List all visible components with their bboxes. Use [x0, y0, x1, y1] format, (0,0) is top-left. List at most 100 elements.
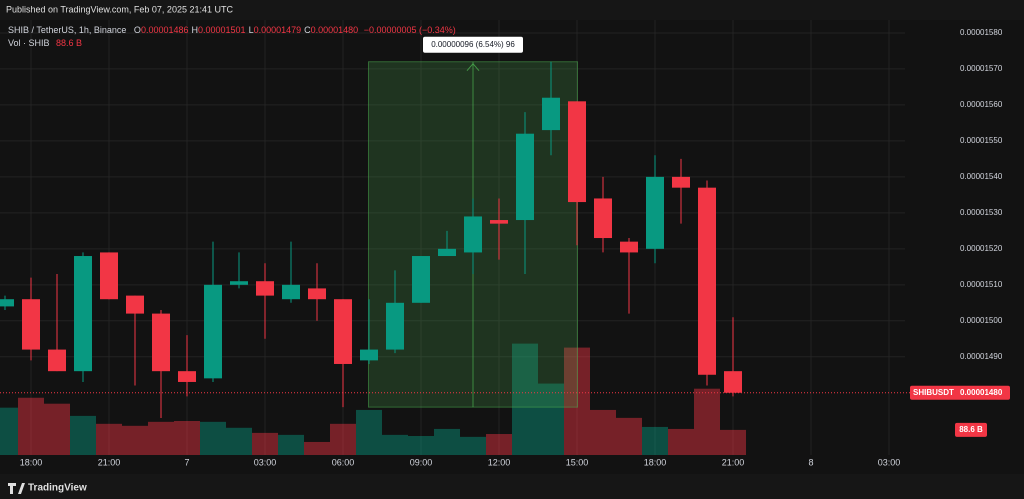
volume-bars	[0, 343, 746, 455]
volume-name: Vol · SHIB	[8, 38, 50, 48]
volume-bar	[252, 432, 278, 455]
candle-body	[464, 216, 482, 253]
volume-legend: Vol · SHIB 88.6 B	[8, 38, 82, 48]
candle-body	[386, 302, 404, 350]
volume-bar	[408, 436, 434, 455]
volume-bar	[96, 423, 122, 455]
volume-bar	[512, 343, 538, 455]
y-tick-label: 0.00001520	[960, 244, 1003, 253]
volume-bar	[330, 423, 356, 455]
ohlc-key: L	[249, 25, 254, 35]
ohlc-value: 0.00001486	[141, 25, 189, 35]
volume-tag-bg	[955, 422, 987, 437]
ohlc-key: C	[304, 25, 311, 35]
volume-bar	[486, 434, 512, 455]
x-tick-label: 21:00	[98, 457, 121, 467]
measure-label-bg	[423, 36, 523, 53]
candle-body	[74, 256, 92, 372]
y-tick-label: 0.00001560	[960, 100, 1003, 109]
x-tick-label: 03:00	[254, 457, 277, 467]
y-tick-label: 0.00001490	[960, 352, 1003, 361]
x-tick-label: 06:00	[332, 457, 355, 467]
footer	[0, 474, 1024, 499]
measure-label: 0.00000096 (6.54%) 96	[431, 40, 515, 49]
volume-bar	[434, 428, 460, 455]
candle-body	[620, 241, 638, 253]
volume-bar	[538, 383, 564, 455]
volume-bar	[304, 441, 330, 455]
candle-body	[360, 349, 378, 361]
candle-body	[594, 198, 612, 239]
ohlc-key: H	[192, 25, 199, 35]
volume-bar	[668, 428, 694, 455]
y-tick-label: 0.00001550	[960, 136, 1003, 145]
axes: 0.00001580 0.00001570 0.00001560 0.00001550…	[0, 28, 1010, 467]
candle-body	[230, 281, 248, 285]
candle-body	[0, 299, 14, 307]
volume-bar	[226, 427, 252, 455]
legend-line: SHIB / TetherUS, 1h, Binance O0.00001486…	[8, 25, 456, 35]
candle-body	[516, 133, 534, 221]
candle-body	[412, 256, 430, 303]
price-tag-symbol: SHIBUSDT	[913, 388, 954, 397]
ohlc-value: 0.00001501	[198, 25, 246, 35]
candle-body	[698, 187, 716, 375]
x-tick-label: 15:00	[566, 457, 589, 467]
brand-logo	[8, 483, 25, 494]
y-tick-label: 0.00001530	[960, 208, 1003, 217]
volume-bar	[148, 421, 174, 455]
volume-bar	[70, 415, 96, 455]
candle-body	[256, 281, 274, 296]
candle-body	[568, 101, 586, 203]
candle-body	[282, 284, 300, 300]
ohlc-key: O	[134, 25, 141, 35]
candle-body	[542, 97, 560, 131]
volume-bar	[460, 436, 486, 455]
ohlc-value: 0.00001480	[311, 25, 359, 35]
volume-value: 88.6 B	[56, 38, 82, 48]
price-tag-bg	[910, 385, 1010, 400]
candle-body	[152, 313, 170, 372]
x-tick-label: 8	[808, 457, 813, 467]
volume-bar	[278, 434, 304, 455]
volume-bar	[642, 426, 668, 455]
price-tag-price: 0.00001480	[960, 388, 1003, 397]
ohlc-value: 0.00001479	[254, 25, 302, 35]
candle-body	[646, 176, 664, 249]
y-tick-label: 0.00001580	[960, 28, 1003, 37]
x-tick-label: 12:00	[488, 457, 511, 467]
candle-body	[178, 371, 196, 382]
candle-body	[724, 371, 742, 393]
volume-tag: 88.6 B	[959, 425, 983, 434]
published-note: Published on TradingView.com, Feb 07, 20…	[6, 4, 233, 14]
volume-bar	[356, 409, 382, 455]
change: −0.00000005 (−0.34%)	[364, 25, 456, 35]
volume-bar	[44, 403, 70, 455]
candle-body	[204, 284, 222, 379]
x-tick-label: 21:00	[722, 457, 745, 467]
symbol: SHIB / TetherUS, 1h, Binance	[8, 25, 126, 35]
volume-bar	[694, 388, 720, 455]
candle-body	[334, 299, 352, 364]
volume-bar	[18, 397, 44, 455]
x-tick-label: 7	[184, 457, 189, 467]
candle-body	[126, 295, 144, 314]
volume-bar	[122, 425, 148, 455]
x-tick-label: 03:00	[878, 457, 901, 467]
y-tick-label: 0.00001500	[960, 316, 1003, 325]
volume-bar	[382, 434, 408, 455]
candle-body	[438, 248, 456, 257]
ohlc: O0.00001486 H0.00001501 L0.00001479 C0.0000…	[134, 25, 358, 35]
volume-bar	[590, 409, 616, 455]
volume-bar	[616, 417, 642, 455]
y-tick-label: 0.00001570	[960, 64, 1003, 73]
candle-body	[100, 252, 118, 300]
candle-body	[672, 176, 690, 188]
candle-body	[308, 288, 326, 300]
volume-bar	[174, 420, 200, 455]
x-tick-label: 18:00	[20, 457, 43, 467]
x-tick-label: 18:00	[644, 457, 667, 467]
candle-body	[48, 349, 66, 372]
candle-body	[490, 220, 508, 224]
